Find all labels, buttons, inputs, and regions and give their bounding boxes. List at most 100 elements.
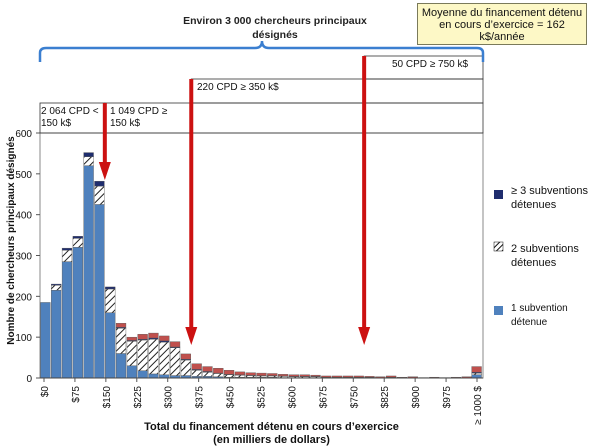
bar-segment-3: [375, 376, 386, 378]
y-tick-label: 600: [15, 129, 32, 140]
bar-segment-3: [353, 375, 364, 378]
bar-segment-0: [137, 370, 148, 379]
bar-segment-2: [83, 152, 94, 157]
legend-s3-swatch: [494, 190, 503, 199]
bar-segment-0: [61, 261, 73, 379]
bar-segment-1: [137, 339, 148, 371]
bar-segment-1: [72, 238, 83, 248]
bar-segment-3: [202, 366, 213, 372]
x-tick-label: $75: [71, 386, 82, 403]
x-axis-label: Total du financement détenu en cours d’e…: [144, 421, 399, 446]
x-axis-label-line: Total du financement détenu en cours d’e…: [144, 421, 399, 433]
bar-segment-3: [256, 372, 267, 376]
x-tick-label: $150: [102, 386, 113, 409]
bar-segment-1: [94, 185, 105, 205]
bar-segment-1: [245, 375, 256, 378]
bar-segment-3: [159, 335, 170, 342]
bar-segment-2: [72, 236, 83, 239]
bar-segment-3: [299, 374, 310, 377]
x-tick-label: $900: [411, 386, 422, 409]
bar-segment-3: [310, 374, 321, 377]
arrow-150-head: [98, 162, 111, 180]
bar-segment-3: [386, 375, 397, 378]
bar-segment-1: [234, 374, 245, 378]
x-tick-label: $375: [195, 386, 206, 409]
y-tick-label: 0: [26, 374, 32, 385]
bar-segment-0: [94, 204, 105, 379]
bar-segment-3: [115, 323, 127, 328]
y-tick-label: 500: [15, 170, 32, 181]
bar-segment-3: [191, 363, 202, 370]
bar-segment-2: [61, 247, 73, 251]
bar-segment-0: [83, 165, 94, 379]
bar-segment-1: [115, 327, 127, 354]
bar-segment-3: [342, 375, 354, 378]
bar-segment-1: [159, 341, 170, 375]
bar-segment-1: [105, 288, 116, 313]
bar-segment-3: [126, 336, 137, 341]
bar-segment-3: [213, 368, 224, 374]
arrow-350-head: [185, 327, 198, 345]
bar-segment-3: [148, 332, 159, 339]
legend-s2-swatch: [493, 241, 504, 252]
bar-segment-2: [94, 180, 105, 187]
bar-segment-3: [245, 372, 256, 376]
band-350-label: 220 CPD ≥ 350 k$: [197, 82, 279, 93]
x-tick-label: $825: [380, 386, 391, 409]
bar-segment-3: [288, 374, 300, 377]
bar-segment-3: [180, 353, 191, 360]
bar-segment-2: [51, 283, 62, 286]
bar-segment-0: [72, 247, 83, 379]
bar-segment-3: [267, 373, 278, 376]
x-axis-label-line: (en milliers de dollars): [213, 434, 330, 446]
bar-segment-1: [61, 249, 73, 262]
brace-bracket: [38, 40, 485, 62]
legend-s1-label: 1 subvention détenue: [511, 303, 568, 328]
bar-segment-0: [105, 312, 116, 379]
y-tick-label: 200: [15, 292, 32, 303]
bar-segment-1: [180, 359, 191, 376]
bar-segment-3: [223, 370, 235, 375]
band-high-label: 1 049 CPD ≥ 150 k$: [110, 106, 168, 129]
bar-segment-1: [126, 341, 137, 366]
bar-segment-3: [278, 374, 289, 377]
bar-segment-3: [137, 334, 148, 340]
x-tick-label: $750: [349, 386, 360, 409]
bar-segment-1: [202, 372, 213, 377]
bar-segment-1: [51, 285, 62, 291]
x-tick-label: $225: [133, 386, 144, 409]
x-tick-label: $0: [40, 386, 51, 398]
total-researchers-label: Environ 3 000 chercheurs principaux dési…: [183, 15, 367, 41]
bar-segment-0: [115, 353, 127, 379]
bar-segment-0: [40, 302, 51, 379]
bar-segment-0: [126, 365, 137, 379]
band-low-label: 2 064 CPD < 150 k$: [41, 106, 99, 129]
x-tick-label: ≥ 1000 $: [473, 386, 484, 425]
y-tick-label: 300: [15, 252, 32, 263]
average-funding-callout: Moyenne du financement détenu en cours d…: [417, 3, 587, 45]
bar-segment-0: [51, 290, 62, 379]
x-tick-label: $450: [226, 386, 237, 409]
bar-segment-1: [83, 156, 94, 166]
bar-segment-3: [234, 371, 245, 375]
bar-segment-1: [148, 339, 159, 375]
bar-segment-3: [332, 375, 343, 378]
bar-segment-1: [169, 347, 181, 376]
bar-segment-1: [213, 373, 224, 377]
y-axis-label: Nombre de chercheurs principaux désignés: [6, 136, 17, 345]
y-tick-label: 100: [15, 333, 32, 344]
x-tick-label: $975: [442, 386, 453, 409]
x-tick-label: $300: [164, 386, 175, 409]
x-tick-label: $600: [287, 386, 298, 409]
bar-segment-0: [148, 373, 159, 379]
band-750-label: 50 CPD ≥ 750 k$: [392, 59, 469, 70]
bar-segment-3: [321, 375, 332, 378]
x-tick-label: $525: [257, 386, 268, 409]
legend-s1-swatch: [494, 306, 503, 315]
y-tick-label: 400: [15, 211, 32, 222]
bar-segment-1: [191, 370, 202, 377]
bar-segment-3: [471, 366, 482, 373]
bar-segment-3: [407, 376, 418, 378]
